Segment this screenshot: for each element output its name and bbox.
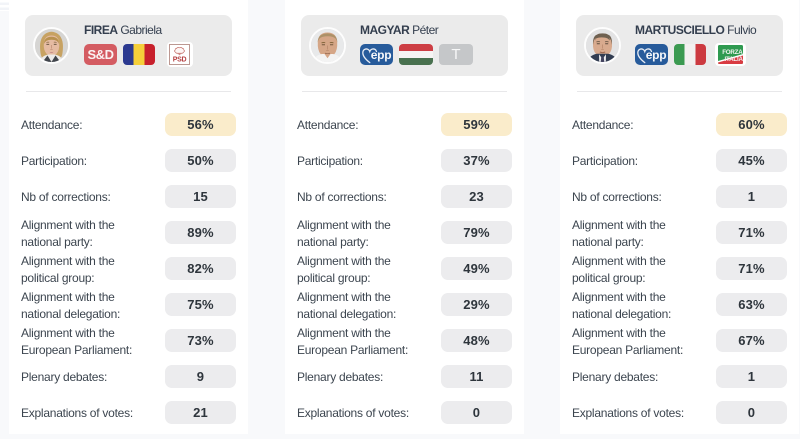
svg-text:epp: epp: [371, 48, 391, 62]
svg-text:FORZA: FORZA: [722, 49, 743, 56]
svg-text:ITALIA: ITALIA: [724, 56, 743, 63]
svg-text:epp: epp: [646, 48, 666, 62]
svg-text:PSD: PSD: [173, 56, 187, 63]
